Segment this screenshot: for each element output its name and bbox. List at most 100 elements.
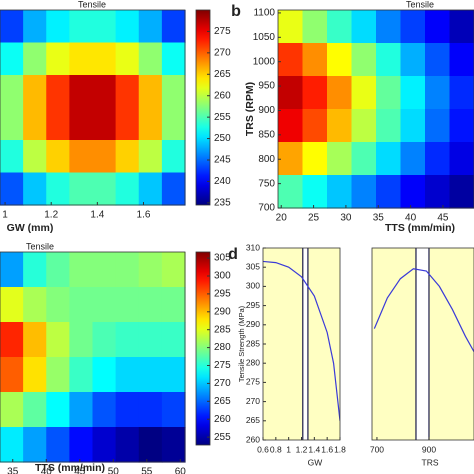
y-axis-label: Tensile Strength (MPa) <box>237 305 246 382</box>
heat-cell <box>449 76 474 110</box>
heat-cell <box>138 392 163 428</box>
heat-cell <box>138 287 163 323</box>
colorbar-tick-label: 280 <box>214 342 231 353</box>
heat-cell <box>0 75 24 109</box>
heat-cell <box>138 357 163 393</box>
band <box>302 248 308 440</box>
y-tick-label: 950 <box>258 81 275 92</box>
heat-cell <box>449 175 474 209</box>
colorbar-tick-label: 300 <box>214 271 231 282</box>
colorbar-tick-label: 275 <box>214 26 231 37</box>
colorbar-tick-label: 295 <box>214 289 231 300</box>
y-tick-label: 1100 <box>253 8 275 19</box>
heat-cell <box>46 322 70 358</box>
heat-cell <box>138 252 163 288</box>
heat-cell <box>138 75 163 109</box>
heat-cell <box>69 427 94 463</box>
colorbar-tick-label: 255 <box>214 432 231 443</box>
colorbar-tick-label: 270 <box>214 47 231 58</box>
heat-cell <box>425 175 451 209</box>
colorbar-tick-label: 240 <box>214 176 231 187</box>
chart-title: Tensile <box>406 0 434 9</box>
heat-cell <box>278 43 304 77</box>
panel: 0.6 0.8 1 1.2 1.4 1.6 1.8 260 265 270 275 280 285 290… <box>228 242 346 467</box>
panel: 1 1.2 1.4 1.6 Tensile GW (mm) 235 240 245 250 255 2… <box>0 0 231 234</box>
heat-cell <box>92 357 117 393</box>
heat-cell <box>449 109 474 143</box>
x-tick-label: 30 <box>340 213 352 224</box>
heat-cell <box>46 172 70 206</box>
x-tick-label: 35 <box>373 213 385 224</box>
heat-cell <box>327 142 353 176</box>
heat-cell <box>351 10 377 44</box>
heat-cell <box>0 172 24 206</box>
heat-cell <box>0 322 24 358</box>
heat-cell <box>302 109 328 143</box>
x-axis-label: GW <box>308 457 323 467</box>
heat-cell <box>92 42 117 76</box>
colorbar <box>195 251 211 446</box>
heat-cell <box>69 10 94 44</box>
heat-cell <box>23 140 47 174</box>
heat-cell <box>0 427 24 463</box>
y-tick-label: 300 <box>246 281 260 291</box>
colorbar-tick-label: 290 <box>214 306 231 317</box>
heat-cell <box>351 175 377 209</box>
heat-cell <box>327 109 353 143</box>
x-tick-label: 0.8 <box>270 444 282 454</box>
heat-cell <box>327 43 353 77</box>
heat-cell <box>115 107 140 141</box>
heat-cell <box>115 427 140 463</box>
panel-label: b <box>231 3 241 20</box>
heat-cell <box>69 252 94 288</box>
heat-cell <box>425 76 451 110</box>
x-tick-label: 1 <box>286 444 291 454</box>
heat-cell <box>92 10 117 44</box>
heat-cell <box>138 322 163 358</box>
heat-cell <box>46 392 70 428</box>
heat-cell <box>46 357 70 393</box>
heat-cell <box>92 107 117 141</box>
y-tick-label: 310 <box>246 242 260 252</box>
heat-cell <box>92 322 117 358</box>
x-axis-label: TTS (mm/min) <box>385 222 455 234</box>
heat-cell <box>92 140 117 174</box>
heat-cell <box>161 392 186 428</box>
plot-frame <box>277 9 474 209</box>
heat-cell <box>23 42 47 76</box>
heat-cell <box>302 175 328 209</box>
heat-cell <box>425 43 451 77</box>
heat-cell <box>69 322 94 358</box>
colorbar-tick-label: 255 <box>214 112 231 123</box>
heat-cell <box>278 142 304 176</box>
y-tick-label: 850 <box>258 129 275 140</box>
heat-cell <box>115 252 140 288</box>
y-tick-label: 1000 <box>253 56 276 67</box>
y-tick-label: 295 <box>246 300 260 310</box>
colorbar-tick-label: 260 <box>214 414 231 425</box>
y-tick-label: 900 <box>258 105 275 116</box>
heat-cell <box>0 42 24 76</box>
heat-cell <box>115 42 140 76</box>
heat-cell <box>278 109 304 143</box>
heat-cell <box>23 357 47 393</box>
heat-cell <box>92 287 117 323</box>
heat-cell <box>92 252 117 288</box>
colorbar-tick-label: 285 <box>214 324 231 335</box>
heat-cell <box>115 10 140 44</box>
plot-frame <box>0 251 186 463</box>
x-tick-label: 0.6 <box>257 444 269 454</box>
heat-cell <box>23 75 47 109</box>
y-tick-label: 1050 <box>253 32 276 43</box>
x-tick-label: 900 <box>422 444 436 454</box>
heat-cell <box>302 76 328 110</box>
heat-cell <box>92 172 117 206</box>
plot-frame <box>0 9 186 206</box>
heat-cell <box>69 140 94 174</box>
heat-cell <box>400 109 426 143</box>
heat-cell <box>400 175 426 209</box>
x-tick-label: 45 <box>437 213 449 224</box>
heat-cell <box>376 76 402 110</box>
heat-cell <box>0 140 24 174</box>
